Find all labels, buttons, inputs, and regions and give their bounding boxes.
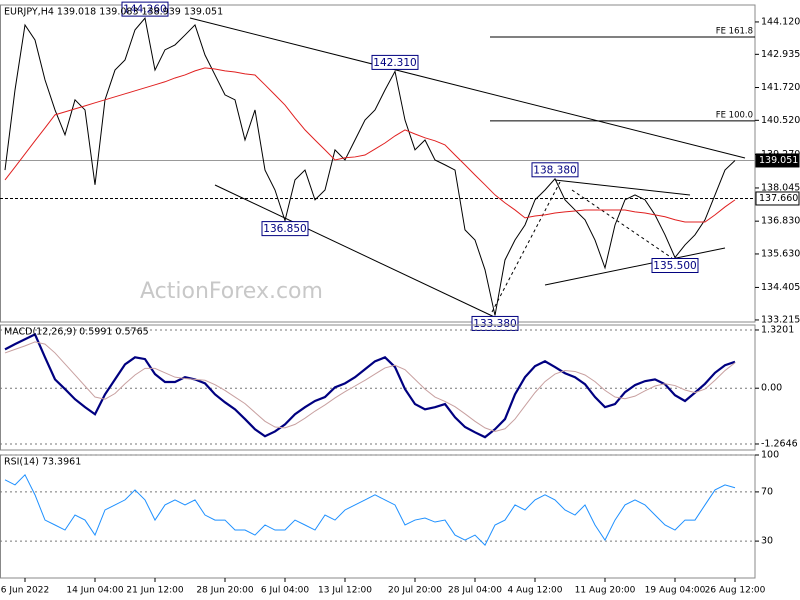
x-tick-label: 28 Jul 04:00	[448, 586, 502, 596]
y-tick-label: 30	[761, 536, 773, 547]
y-tick-label: 1.3201	[761, 324, 794, 335]
trend-line	[571, 189, 673, 259]
y-tick-label: 135.630	[761, 248, 800, 259]
series-line	[4, 332, 736, 439]
x-tick-label: 6 Jul 04:00	[261, 586, 310, 596]
y-tick-label: 140.520	[761, 115, 800, 126]
annotation-label: 138.380	[533, 164, 576, 176]
trend-line	[189, 17, 746, 159]
level-box	[755, 191, 800, 206]
x-tick-label: 21 Jun 12:00	[126, 586, 183, 596]
x-tick-label: 13 Jul 12:00	[318, 586, 372, 596]
x-tick-label: 20 Jul 20:00	[388, 586, 442, 596]
x-tick-label: 19 Aug 04:00	[645, 586, 706, 596]
x-tick-label: 6 Jun 2022	[1, 586, 49, 596]
series-line	[4, 341, 736, 432]
y-tick-label: 138.045	[761, 182, 800, 193]
y-tick-label: 70	[761, 486, 773, 497]
annotation-box	[371, 54, 419, 70]
y-tick-label: 142.935	[761, 49, 800, 60]
annotation-box	[531, 162, 579, 178]
x-tick-label: 28 Jun 20:00	[196, 586, 253, 596]
series-line	[4, 17, 736, 316]
x-tick-label: 11 Aug 20:00	[575, 586, 636, 596]
annotation-box	[261, 221, 309, 237]
annotation-label: 142.310	[373, 57, 416, 69]
x-tick-label: 4 Aug 12:00	[508, 586, 563, 596]
panel-title: RSI(14) 73.3961	[4, 457, 81, 468]
level-box	[755, 153, 800, 168]
annotation-label: 144.260	[123, 4, 166, 16]
y-tick-label: 133.215	[761, 314, 800, 325]
y-tick-label: 100	[761, 450, 779, 461]
y-tick-label: -1.2646	[761, 438, 798, 449]
y-tick-label: 134.405	[761, 282, 800, 293]
annotation-label: 135.500	[653, 260, 696, 272]
panel-title: MACD(12,26,9) 0.5991 0.5765	[4, 327, 149, 338]
panel-frame	[0, 4, 756, 323]
series-line	[4, 473, 736, 547]
watermark: ActionForex.com	[140, 279, 323, 304]
trend-line	[214, 184, 506, 323]
trend-lines	[189, 17, 746, 323]
panel-title: EURJPY,H4 139.018 139.083 138.939 139.05…	[4, 7, 223, 18]
level-label: 139.051	[759, 155, 798, 166]
trend-line	[491, 181, 561, 313]
level-label: 137.660	[759, 193, 798, 204]
panel-frame	[0, 324, 756, 451]
y-tick-label: 144.120	[761, 16, 800, 27]
annotation-box	[121, 1, 169, 17]
fibo-label: FE 161.8	[716, 26, 753, 36]
y-tick-label: 141.720	[761, 82, 800, 93]
trend-line	[554, 179, 691, 196]
fibo-label: FE 100.0	[716, 110, 753, 120]
annotation-label: 136.850	[263, 223, 306, 235]
panel-frame	[0, 454, 756, 579]
annotation-label: 133.380	[473, 318, 516, 330]
trend-line	[544, 247, 726, 286]
series-line	[4, 67, 736, 223]
x-tick-label: 26 Aug 12:00	[705, 586, 766, 596]
y-tick-label: 0.00	[761, 383, 782, 394]
annotation-box	[651, 258, 699, 274]
y-tick-label: 136.830	[761, 216, 800, 227]
x-tick-label: 14 Jun 04:00	[66, 586, 123, 596]
